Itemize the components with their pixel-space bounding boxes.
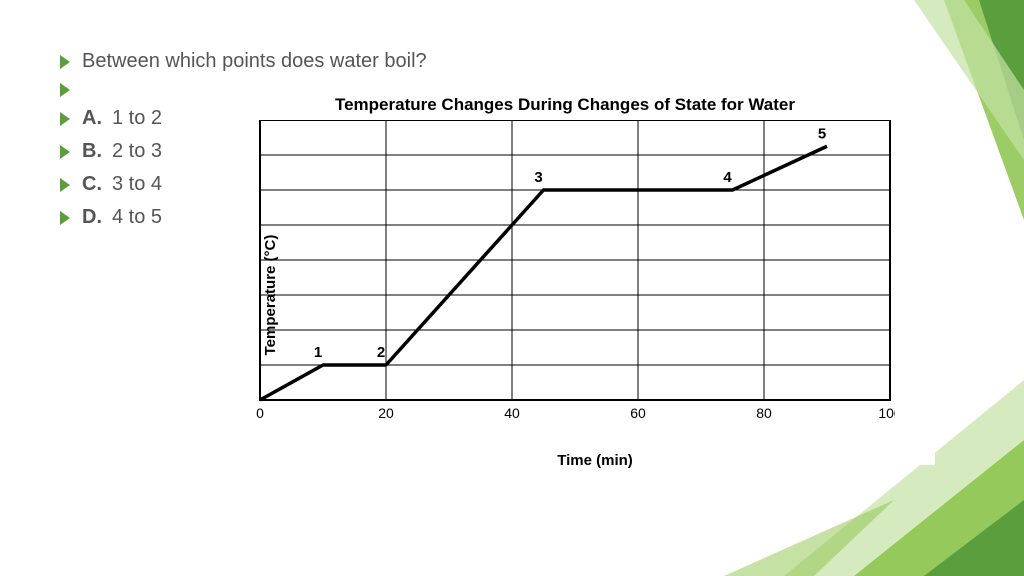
chart-container: Temperature Changes During Changes of St…: [195, 95, 935, 465]
option-text: 4 to 5: [112, 206, 162, 229]
option-letter: A.: [82, 107, 102, 130]
y-axis-label: Temperature (°C): [262, 234, 279, 355]
bullet-icon: [60, 83, 70, 97]
svg-text:60: 60: [630, 405, 646, 421]
svg-text:1: 1: [314, 344, 322, 361]
bullet-icon: [60, 55, 70, 69]
question-text: Between which points does water boil?: [82, 50, 427, 73]
chart-title: Temperature Changes During Changes of St…: [195, 95, 935, 115]
svg-text:5: 5: [818, 125, 826, 142]
bullet-icon: [60, 112, 70, 126]
bullet-icon: [60, 178, 70, 192]
svg-text:4: 4: [723, 169, 732, 186]
svg-text:20: 20: [378, 405, 394, 421]
plot-area: Temperature (°C) 020406080100–2002040608…: [255, 120, 935, 469]
option-text: 2 to 3: [112, 140, 162, 163]
question-line: Between which points does water boil?: [60, 50, 904, 73]
svg-text:80: 80: [756, 405, 772, 421]
bullet-icon: [60, 145, 70, 159]
svg-text:100: 100: [878, 405, 895, 421]
option-letter: C.: [82, 173, 102, 196]
svg-text:0: 0: [256, 405, 264, 421]
x-axis-label: Time (min): [255, 452, 935, 469]
option-letter: D.: [82, 206, 102, 229]
option-text: 3 to 4: [112, 173, 162, 196]
bullet-icon: [60, 211, 70, 225]
option-letter: B.: [82, 140, 102, 163]
line-chart: 020406080100–2002040608010012014012345: [255, 120, 895, 425]
svg-text:2: 2: [377, 344, 385, 361]
svg-text:40: 40: [504, 405, 520, 421]
svg-text:3: 3: [534, 169, 542, 186]
option-text: 1 to 2: [112, 107, 162, 130]
